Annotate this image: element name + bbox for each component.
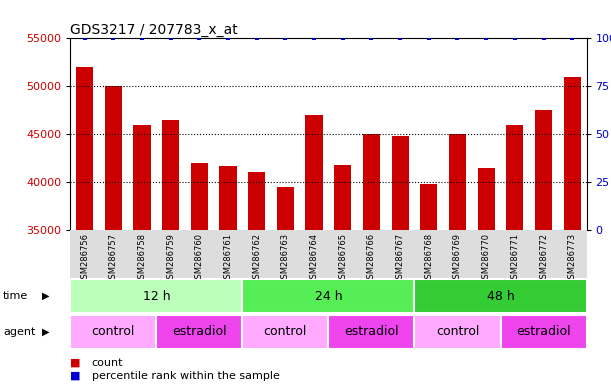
Bar bbox=[156, 315, 243, 349]
Point bbox=[280, 35, 290, 41]
Text: GSM286769: GSM286769 bbox=[453, 233, 462, 284]
Bar bbox=[420, 184, 437, 384]
Text: time: time bbox=[3, 291, 28, 301]
Text: control: control bbox=[92, 325, 135, 338]
Text: ■: ■ bbox=[70, 358, 81, 368]
Point bbox=[568, 35, 577, 41]
Text: control: control bbox=[264, 325, 307, 338]
Text: count: count bbox=[92, 358, 123, 368]
Bar bbox=[70, 315, 156, 349]
Point bbox=[510, 35, 520, 41]
Point bbox=[223, 35, 233, 41]
Bar bbox=[243, 315, 328, 349]
Point bbox=[79, 35, 89, 41]
Text: GSM286772: GSM286772 bbox=[539, 233, 548, 284]
Text: 48 h: 48 h bbox=[486, 290, 514, 303]
Bar bbox=[334, 165, 351, 384]
Text: GSM286760: GSM286760 bbox=[195, 233, 204, 284]
Bar bbox=[243, 279, 414, 313]
Bar bbox=[363, 134, 380, 384]
Text: GSM286765: GSM286765 bbox=[338, 233, 347, 284]
Bar bbox=[76, 67, 93, 384]
Point bbox=[194, 35, 204, 41]
Text: GSM286767: GSM286767 bbox=[395, 233, 404, 284]
Point bbox=[453, 35, 463, 41]
Text: estradiol: estradiol bbox=[344, 325, 399, 338]
Text: control: control bbox=[436, 325, 479, 338]
Text: GSM286766: GSM286766 bbox=[367, 233, 376, 284]
Text: GSM286768: GSM286768 bbox=[424, 233, 433, 284]
Text: ■: ■ bbox=[70, 371, 81, 381]
Bar bbox=[277, 187, 294, 384]
Bar bbox=[478, 168, 495, 384]
Bar bbox=[535, 110, 552, 384]
Bar bbox=[329, 315, 414, 349]
Text: 12 h: 12 h bbox=[142, 290, 170, 303]
Text: ▶: ▶ bbox=[42, 327, 49, 337]
Point bbox=[338, 35, 348, 41]
Bar bbox=[70, 279, 243, 313]
Point bbox=[137, 35, 147, 41]
Text: GSM286757: GSM286757 bbox=[109, 233, 118, 284]
Text: GSM286758: GSM286758 bbox=[137, 233, 147, 284]
Text: GSM286763: GSM286763 bbox=[281, 233, 290, 284]
Bar bbox=[162, 120, 179, 384]
Text: GSM286761: GSM286761 bbox=[224, 233, 233, 284]
Text: GSM286771: GSM286771 bbox=[510, 233, 519, 284]
Bar bbox=[104, 86, 122, 384]
Point bbox=[309, 35, 319, 41]
Text: estradiol: estradiol bbox=[516, 325, 571, 338]
Bar bbox=[191, 163, 208, 384]
Text: agent: agent bbox=[3, 327, 35, 337]
Text: GSM286756: GSM286756 bbox=[80, 233, 89, 284]
Point bbox=[424, 35, 434, 41]
Point bbox=[252, 35, 262, 41]
Text: GDS3217 / 207783_x_at: GDS3217 / 207783_x_at bbox=[70, 23, 238, 37]
Bar bbox=[219, 166, 236, 384]
Point bbox=[367, 35, 376, 41]
Point bbox=[481, 35, 491, 41]
Text: estradiol: estradiol bbox=[172, 325, 227, 338]
Text: 24 h: 24 h bbox=[315, 290, 342, 303]
Bar bbox=[563, 77, 581, 384]
Text: percentile rank within the sample: percentile rank within the sample bbox=[92, 371, 279, 381]
Text: GSM286773: GSM286773 bbox=[568, 233, 577, 284]
Text: GSM286759: GSM286759 bbox=[166, 233, 175, 284]
Point bbox=[539, 35, 549, 41]
Point bbox=[108, 35, 118, 41]
Bar bbox=[133, 125, 150, 384]
Bar bbox=[306, 115, 323, 384]
Bar bbox=[392, 136, 409, 384]
Text: ▶: ▶ bbox=[42, 291, 49, 301]
Text: GSM286770: GSM286770 bbox=[481, 233, 491, 284]
Bar bbox=[449, 134, 466, 384]
Bar bbox=[500, 315, 587, 349]
Bar bbox=[414, 279, 587, 313]
Bar bbox=[507, 125, 524, 384]
Text: GSM286762: GSM286762 bbox=[252, 233, 262, 284]
Point bbox=[395, 35, 405, 41]
Bar bbox=[414, 315, 500, 349]
Text: GSM286764: GSM286764 bbox=[310, 233, 318, 284]
Bar bbox=[248, 172, 265, 384]
Point bbox=[166, 35, 175, 41]
